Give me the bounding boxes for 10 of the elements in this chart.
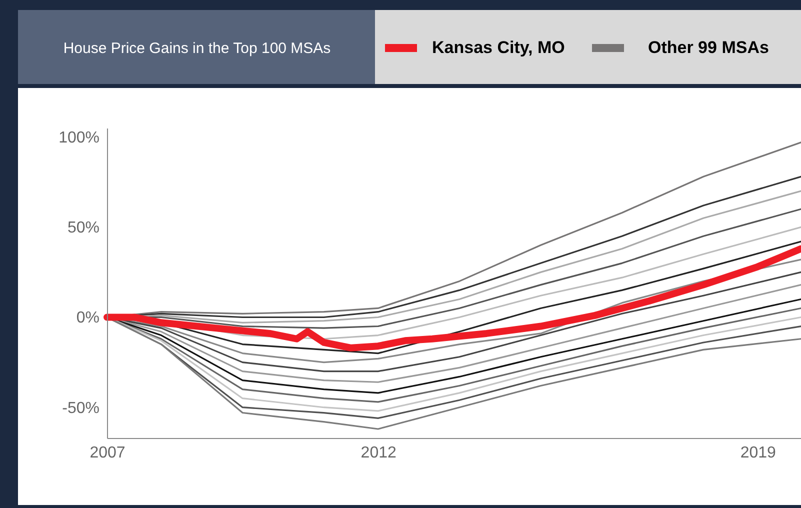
x-tick-label: 2007 (90, 444, 126, 462)
y-tick-label: 0% (76, 310, 100, 327)
y-tick-label: 100% (58, 130, 100, 147)
y-tick-label: -50% (62, 400, 100, 417)
y-tick-label: 50% (67, 220, 100, 237)
x-tick-label: 2012 (360, 444, 396, 462)
legend-label: Kansas City, MO (432, 38, 565, 57)
x-tick-label: 2019 (740, 444, 776, 462)
chart-title: House Price Gains in the Top 100 MSAs (63, 40, 331, 57)
legend-label: Other 99 MSAs (648, 38, 769, 57)
